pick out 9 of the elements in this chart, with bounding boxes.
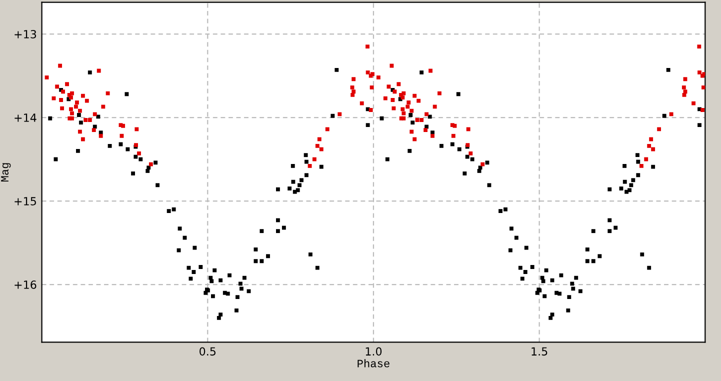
x-tick-label: 0.5 xyxy=(200,347,216,356)
y-tick-label: +13 xyxy=(14,30,36,38)
x-tick-label: 1.0 xyxy=(366,347,382,356)
y-tick-label: +14 xyxy=(14,114,36,122)
y-tick-label: +16 xyxy=(14,280,36,289)
x-tick-label: 1.5 xyxy=(532,347,548,356)
y-tick-label: +15 xyxy=(14,197,36,206)
y-axis-title: Mag xyxy=(1,163,11,182)
x-axis-title: Phase xyxy=(358,359,390,368)
